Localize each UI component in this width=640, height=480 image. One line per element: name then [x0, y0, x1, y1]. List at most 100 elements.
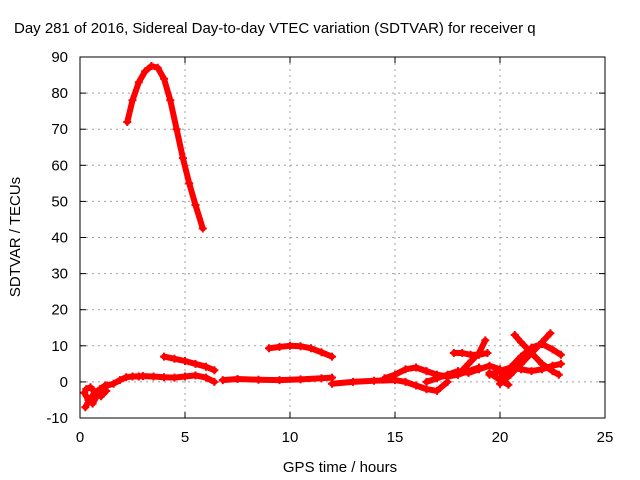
data-point [422, 385, 431, 394]
data-point [475, 365, 483, 374]
data-point [464, 368, 473, 377]
y-tick-label: 0 [60, 374, 68, 391]
series-11 [449, 349, 492, 359]
data-point [210, 366, 219, 375]
data-point [496, 367, 504, 376]
data-point [483, 349, 492, 357]
data-point [464, 359, 473, 368]
series-4 [128, 371, 219, 386]
data-point [181, 357, 189, 365]
series-line [497, 330, 554, 387]
data-point [149, 372, 158, 381]
data-point [153, 63, 162, 72]
series-12 [454, 336, 490, 379]
data-point [433, 374, 441, 383]
data-point [82, 385, 91, 394]
data-point [556, 350, 565, 359]
data-point [504, 380, 513, 389]
data-point [254, 375, 263, 384]
data-point [317, 374, 326, 383]
data-point [275, 376, 284, 385]
data-point [517, 352, 525, 361]
y-tick-label: 50 [51, 193, 68, 210]
axes: 0 5 10 15 20 25 -10 0 10 20 30 40 50 60 70 80 90 [46, 49, 613, 446]
data-point [81, 403, 90, 412]
series-0 [123, 62, 207, 233]
data-point [517, 359, 525, 368]
data-point [546, 329, 555, 338]
chart-title: Day 281 of 2016, Sidereal Day-to-day VTE… [14, 20, 536, 37]
data-point [548, 367, 557, 376]
data-point [554, 370, 563, 379]
data-point [538, 338, 546, 347]
series-7 [265, 341, 336, 361]
x-tick-label: 0 [76, 429, 84, 446]
data-point [517, 338, 525, 347]
data-point [191, 371, 200, 380]
data-point [506, 370, 515, 379]
y-tick-label: 40 [51, 230, 68, 247]
data-point [202, 373, 210, 382]
data-point [102, 386, 111, 395]
data-point [191, 359, 200, 368]
data-point [218, 376, 227, 385]
data-series [80, 62, 565, 412]
data-point [233, 375, 242, 383]
data-point [166, 96, 175, 105]
data-point [496, 376, 504, 385]
grid-lines [80, 57, 605, 418]
data-point [181, 372, 189, 381]
data-point [349, 377, 357, 386]
data-point [391, 370, 399, 379]
data-point [485, 368, 494, 377]
data-point [134, 78, 143, 87]
data-point [510, 331, 519, 339]
data-point [401, 377, 410, 386]
data-point [296, 342, 305, 351]
data-point [147, 62, 156, 70]
data-point [481, 336, 490, 345]
data-point [454, 370, 462, 379]
data-point [160, 373, 168, 382]
data-point [202, 362, 210, 371]
y-tick-label: 70 [51, 121, 68, 138]
data-point [170, 354, 179, 363]
x-tick-label: 15 [387, 429, 404, 446]
data-point [97, 392, 105, 401]
data-point [506, 363, 515, 372]
data-point [443, 370, 452, 379]
x-axis-label: GPS time / hours [283, 459, 397, 476]
data-point [86, 383, 95, 392]
x-tick-label: 25 [597, 429, 614, 446]
data-point [433, 386, 441, 395]
data-point [160, 352, 168, 361]
x-tick-label: 5 [181, 429, 189, 446]
y-tick-label: 60 [51, 157, 68, 174]
data-point [275, 342, 284, 351]
data-point [91, 388, 100, 397]
data-point [141, 67, 150, 76]
data-point [139, 372, 147, 381]
data-point [458, 349, 467, 357]
data-point [485, 361, 494, 370]
data-point [191, 201, 200, 209]
data-point [128, 372, 137, 381]
data-point [286, 341, 294, 350]
data-point [85, 395, 94, 404]
data-point [527, 349, 536, 357]
data-point [172, 125, 181, 134]
data-point [296, 375, 305, 384]
data-point [449, 349, 458, 357]
data-point [328, 352, 336, 361]
series-6 [218, 373, 336, 385]
data-point [422, 367, 431, 376]
data-point [160, 74, 168, 83]
series-17 [485, 368, 513, 389]
data-point [185, 179, 194, 188]
data-point [548, 345, 557, 354]
data-point [412, 363, 420, 372]
data-point [178, 154, 187, 163]
y-tick-label: 90 [51, 49, 68, 66]
series-8 [328, 376, 452, 395]
data-point [128, 96, 137, 105]
